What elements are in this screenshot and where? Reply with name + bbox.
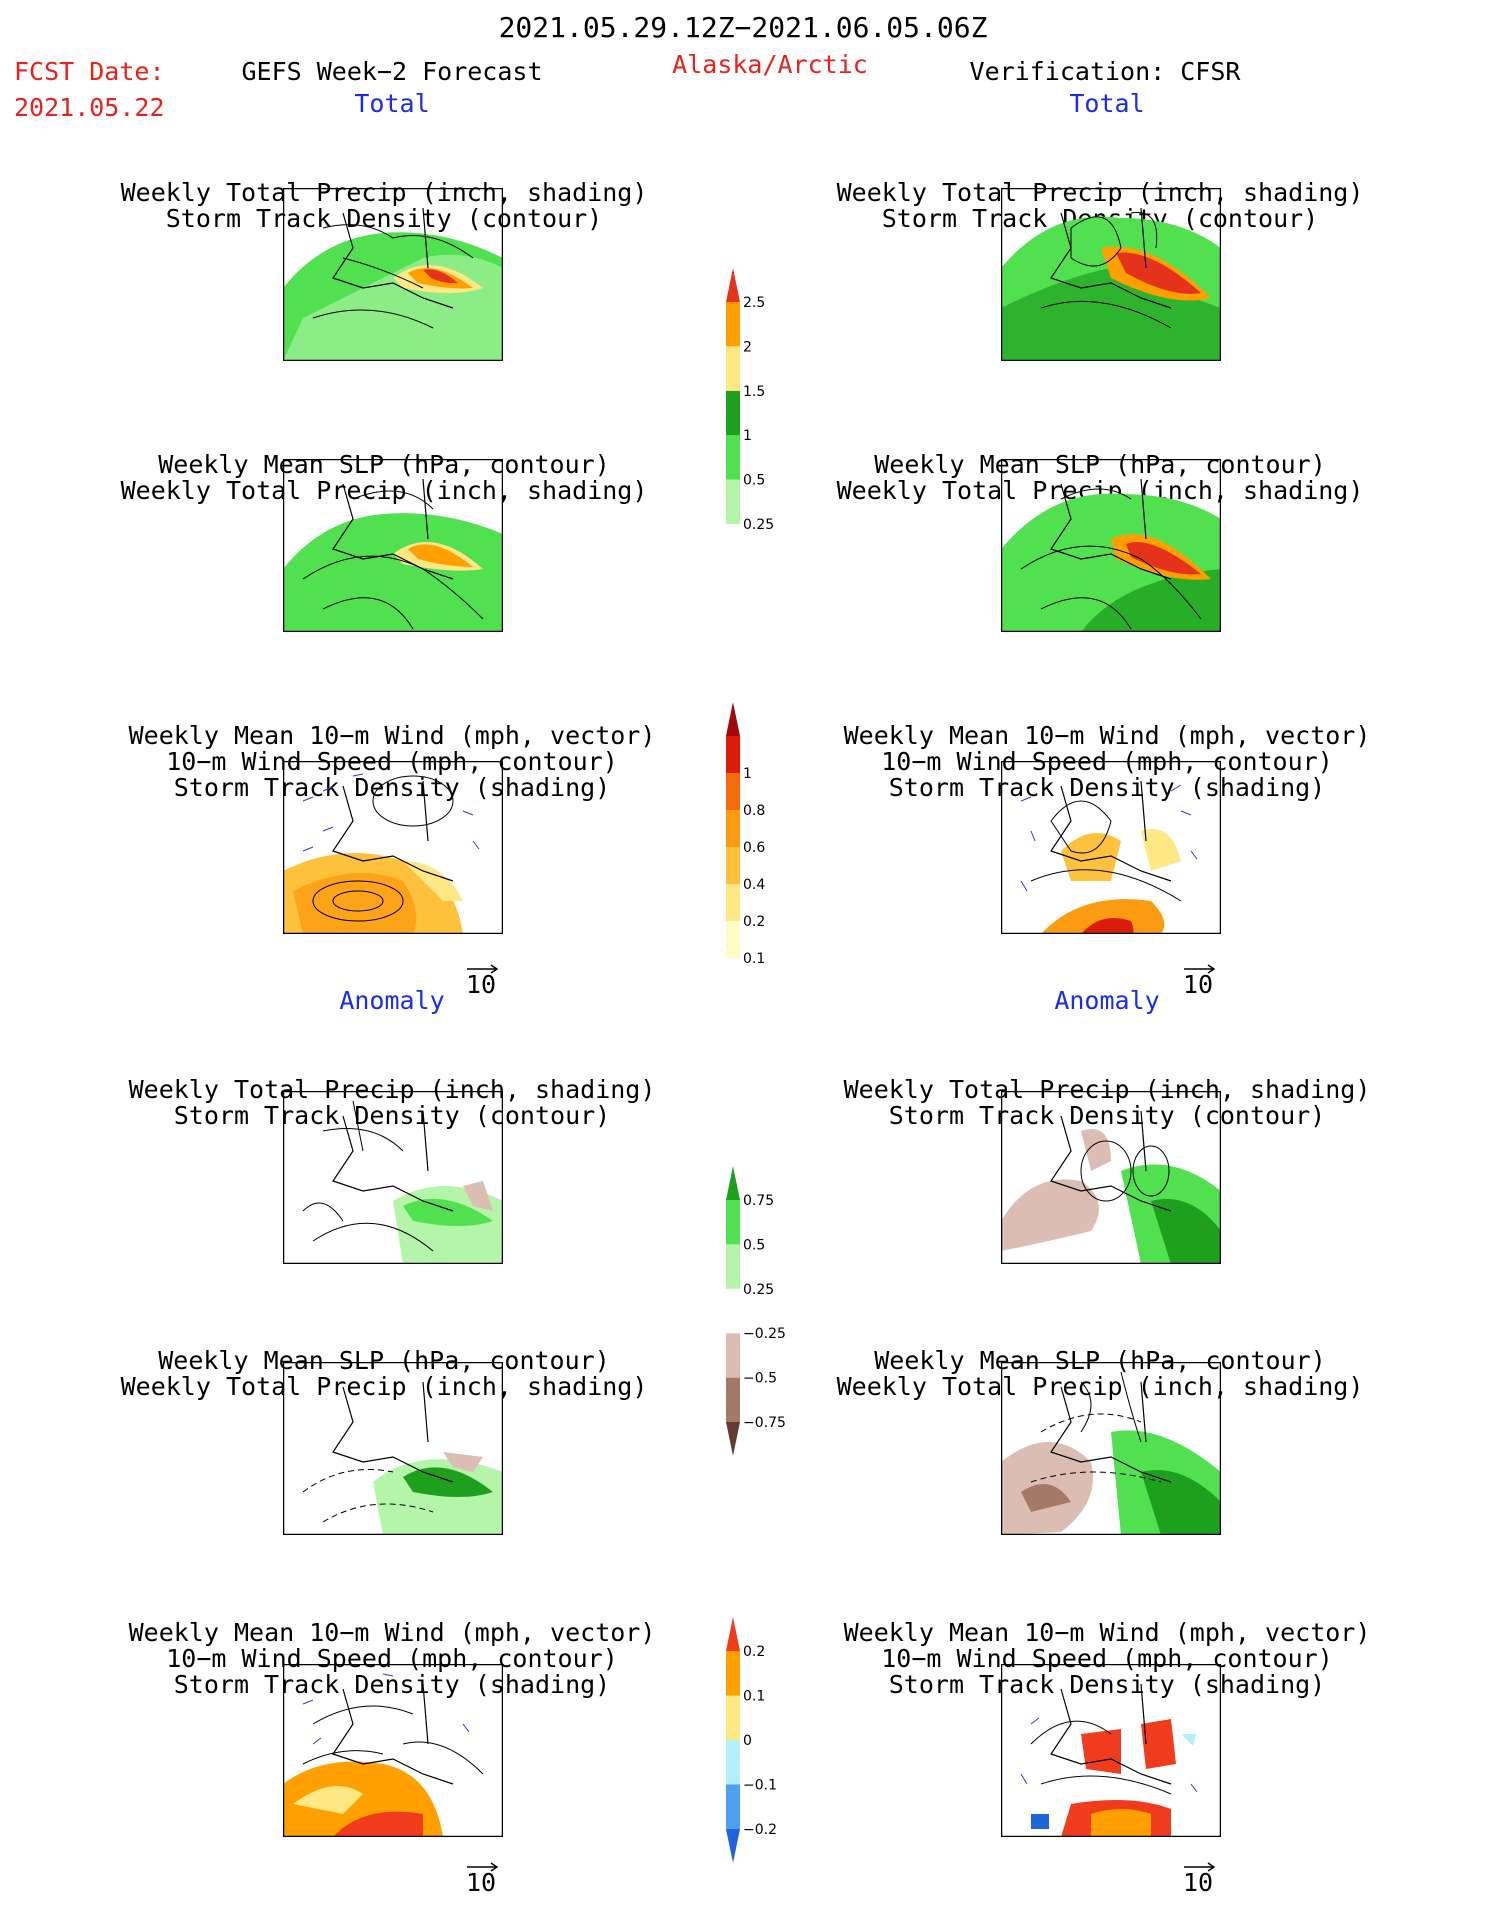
map-slp-precip-fcst-anom [283, 1362, 503, 1535]
colorbar-segment [726, 736, 740, 773]
map-precip-track-verif [1001, 188, 1221, 361]
colorbar-segment [726, 479, 740, 524]
colorbar-segment [726, 268, 740, 302]
date-range-title: 2021.05.29.12Z−2021.06.05.06Z [498, 11, 988, 44]
colorbar-label: 1 [743, 766, 752, 782]
colorbar-segment [726, 1740, 740, 1785]
region-title: Alaska/Arctic [672, 50, 868, 79]
colorbar-segment [726, 1695, 740, 1740]
panel-title-slp-precip-fcst: Weekly Mean SLP (hPa, contour) Weekly Tot… [120, 450, 648, 505]
colorbar-segment [726, 435, 740, 480]
vector-ref-total-left: 10 [466, 960, 500, 997]
colorbar-segment [726, 1784, 740, 1829]
colorbar-label: 0.5 [743, 473, 765, 489]
map-wind-track-fcst-anom [283, 1664, 503, 1837]
vector-ref-total-right: 10 [1183, 960, 1217, 997]
colorbar-label: 0.4 [743, 877, 765, 893]
colorbar-segment [726, 1288, 740, 1334]
colorbar-segment [726, 702, 740, 736]
colorbar-label: 1.5 [743, 384, 765, 400]
colorbar-label: 0.2 [743, 914, 765, 930]
colorbar-segment [726, 1333, 740, 1378]
colorbar-segment [726, 524, 740, 558]
colorbar-segment [726, 1651, 740, 1696]
colorbar-label: 0.6 [743, 840, 765, 856]
colorbar-segment [726, 1829, 740, 1863]
colorbar-label: 0.25 [743, 517, 774, 533]
colorbar-label: −0.5 [743, 1371, 777, 1387]
panel-title-wind-track-fcst-anom: Weekly Mean 10−m Wind (mph, vector) 10−m … [128, 1618, 656, 1699]
colorbar-label: 1 [743, 428, 752, 444]
colorbar-segment [726, 810, 740, 847]
colorbar-label: −0.2 [743, 1822, 777, 1838]
vector-ref-anom-left: 10 [466, 1858, 500, 1895]
panel-title-slp-precip-fcst-anom: Weekly Mean SLP (hPa, contour) Weekly Tot… [120, 1346, 648, 1401]
colorbar-track-anom: −0.2 −0.1 0 0.1 0.2 [726, 1617, 777, 1863]
colorbar-label: −0.25 [743, 1326, 786, 1342]
colorbar-segment [726, 847, 740, 884]
colorbar-track-total: 0.1 0.2 0.4 0.6 0.8 1 [726, 702, 765, 992]
colorbar-precip-total: 0.25 0.5 1 1.5 2 2.5 [726, 268, 774, 558]
colorbar-segment [726, 1200, 740, 1245]
colorbar-label: −0.1 [743, 1778, 777, 1794]
model-title: GEFS Week−2 Forecast [241, 57, 543, 86]
colorbar-segment [726, 884, 740, 921]
colorbar-label: 0.25 [743, 1282, 774, 1298]
panel-title-precip-track-fcst: Weekly Total Precip (inch, shading) Storm… [120, 178, 648, 233]
map-slp-precip-verif-anom [1001, 1362, 1221, 1535]
colorbar-label: 0 [743, 1733, 752, 1749]
colorbar-label: 0.75 [743, 1193, 774, 1209]
panel-title-precip-track-verif-anom: Weekly Total Precip (inch, shading) Storm… [843, 1075, 1371, 1130]
arrow-right-icon [467, 1862, 499, 1872]
section-anomaly-left: Anomaly [339, 986, 445, 1015]
map-precip-track-verif-anom [1001, 1091, 1221, 1264]
section-total-left: Total [354, 89, 430, 118]
arrow-right-icon [1184, 1862, 1216, 1872]
arrow-right-icon [467, 964, 499, 974]
colorbar-segment [726, 921, 740, 958]
map-wind-track-fcst [283, 761, 503, 934]
fcst-date-value: 2021.05.22 [14, 93, 165, 122]
arrow-right-icon [1184, 964, 1216, 974]
colorbar-segment [726, 346, 740, 391]
colorbar-segment [726, 390, 740, 436]
colorbar-segment [726, 1166, 740, 1200]
panel-title-slp-precip-verif: Weekly Mean SLP (hPa, contour) Weekly Tot… [836, 450, 1364, 505]
fcst-date-label: FCST Date: [14, 57, 165, 86]
panel-title-slp-precip-verif-anom: Weekly Mean SLP (hPa, contour) Weekly Tot… [836, 1346, 1364, 1401]
map-precip-track-fcst-anom [283, 1091, 503, 1264]
map-slp-precip-verif [1001, 459, 1221, 632]
colorbar-segment [726, 773, 740, 810]
map-wind-track-verif [1001, 761, 1221, 934]
colorbar-label: 0.1 [743, 951, 765, 967]
section-anomaly-right: Anomaly [1054, 986, 1160, 1015]
colorbar-label: 2 [743, 339, 752, 355]
verification-title: Verification: CFSR [969, 57, 1241, 86]
colorbar-segment [726, 1377, 740, 1422]
colorbar-label: 0.5 [743, 1237, 765, 1253]
colorbar-segment [726, 1244, 740, 1289]
panel-title-wind-track-verif-anom: Weekly Mean 10−m Wind (mph, vector) 10−m … [843, 1618, 1371, 1699]
colorbar-precip-anom: −0.75 −0.5 −0.25 0.25 0.5 0.75 [726, 1166, 786, 1456]
map-precip-track-fcst [283, 188, 503, 361]
colorbar-label: 2.5 [743, 295, 765, 311]
colorbar-segment [726, 958, 740, 992]
colorbar-label: −0.75 [743, 1415, 786, 1431]
section-total-right: Total [1069, 89, 1145, 118]
colorbar-label: 0.1 [743, 1689, 765, 1705]
vector-ref-anom-right: 10 [1183, 1858, 1217, 1895]
colorbar-segment [726, 1617, 740, 1651]
panel-title-precip-track-fcst-anom: Weekly Total Precip (inch, shading) Storm… [128, 1075, 656, 1130]
colorbar-label: 0.2 [743, 1644, 765, 1660]
colorbar-label: 0.8 [743, 803, 765, 819]
colorbar-segment [726, 1422, 740, 1456]
map-slp-precip-fcst [283, 459, 503, 632]
colorbar-segment [726, 302, 740, 347]
map-wind-track-verif-anom [1001, 1664, 1221, 1837]
